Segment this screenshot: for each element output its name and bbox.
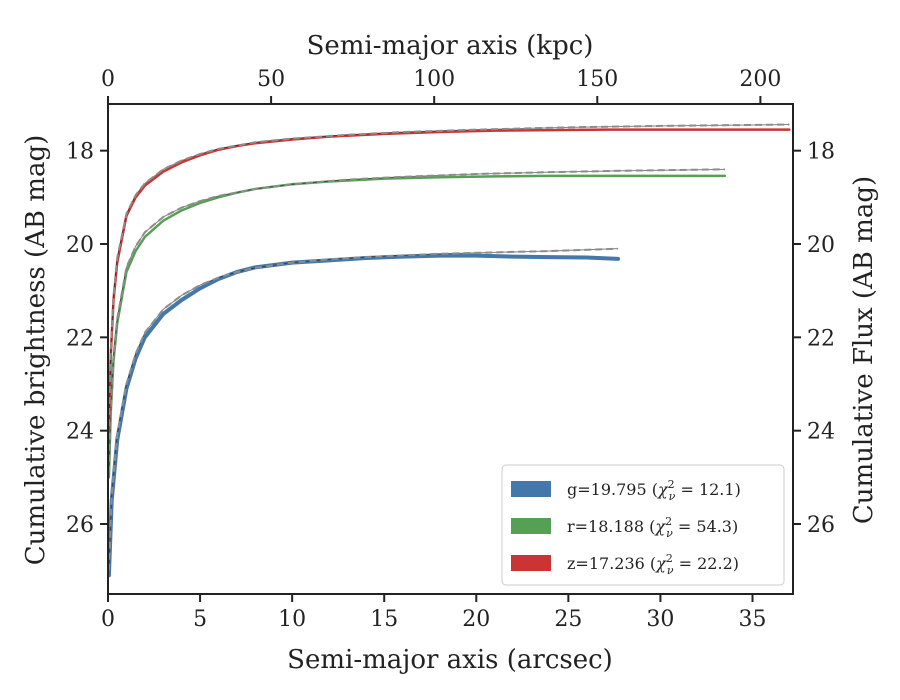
x-tick-label-4: 20 bbox=[462, 607, 490, 632]
top-x-tick-label-1: 50 bbox=[257, 67, 285, 92]
y-axis-label: Cumulative brightness (AB mag) bbox=[21, 135, 51, 566]
plot-frame bbox=[107, 103, 794, 595]
right-y-tick-label-3: 24 bbox=[807, 420, 835, 445]
y-tick-label-1: 20 bbox=[66, 233, 94, 258]
legend-swatch-0 bbox=[511, 481, 551, 497]
right-y-tick-label-0: 18 bbox=[807, 140, 835, 165]
series-line-1 bbox=[107, 174, 727, 479]
right-y-tick-label-1: 20 bbox=[807, 233, 835, 258]
series-inner-line-1 bbox=[108, 168, 725, 473]
legend-label-1: r=18.188 (χ2 ν = 54.3) bbox=[567, 515, 738, 540]
right-y-tick-label-2: 22 bbox=[807, 326, 835, 351]
x-tick-label-1: 5 bbox=[193, 607, 207, 632]
right-y-tick-label-4: 26 bbox=[807, 513, 835, 538]
top-x-tick-label-0: 0 bbox=[101, 67, 115, 92]
legend-label-0: g=19.795 (χ2 ν = 12.1) bbox=[567, 478, 741, 503]
y-tick-label-4: 26 bbox=[66, 513, 94, 538]
legend-swatch-2 bbox=[511, 555, 551, 571]
top-x-axis-label: Semi-major axis (kpc) bbox=[307, 31, 594, 61]
legend-label-2: z=17.236 (χ2 ν = 22.2) bbox=[567, 552, 739, 577]
model-line-2 bbox=[107, 123, 790, 427]
x-tick-label-5: 25 bbox=[554, 607, 582, 632]
model-line-1 bbox=[107, 168, 725, 473]
right-y-axis-label: Cumulative Flux (AB mag) bbox=[849, 176, 879, 524]
x-tick-label-2: 10 bbox=[278, 607, 306, 632]
x-tick-label-3: 15 bbox=[370, 607, 398, 632]
y-tick-label-0: 18 bbox=[66, 140, 94, 165]
top-x-tick-label-3: 150 bbox=[576, 67, 618, 92]
y-tick-label-3: 24 bbox=[66, 420, 94, 445]
axis-ticks: 0 5 10 15 20 25 30 35 0 50 100 150 200 18 18 20 20 22 22 24… bbox=[66, 67, 835, 632]
legend-frame bbox=[501, 464, 785, 586]
x-tick-label-6: 30 bbox=[646, 607, 674, 632]
top-x-tick-label-2: 100 bbox=[413, 67, 455, 92]
x-axis-label: Semi-major axis (arcsec) bbox=[287, 645, 613, 675]
top-x-tick-label-4: 200 bbox=[739, 67, 781, 92]
legend-swatch-1 bbox=[511, 518, 551, 534]
y-tick-label-2: 22 bbox=[66, 326, 94, 351]
model-line-0 bbox=[107, 247, 619, 571]
plot-area bbox=[106, 123, 791, 578]
x-tick-label-0: 0 bbox=[101, 607, 115, 632]
legend: g=19.795 (χ2 ν = 12.1) r=18.188 (χ2 ν = 54.… bbox=[501, 464, 785, 586]
x-tick-label-7: 35 bbox=[738, 607, 766, 632]
